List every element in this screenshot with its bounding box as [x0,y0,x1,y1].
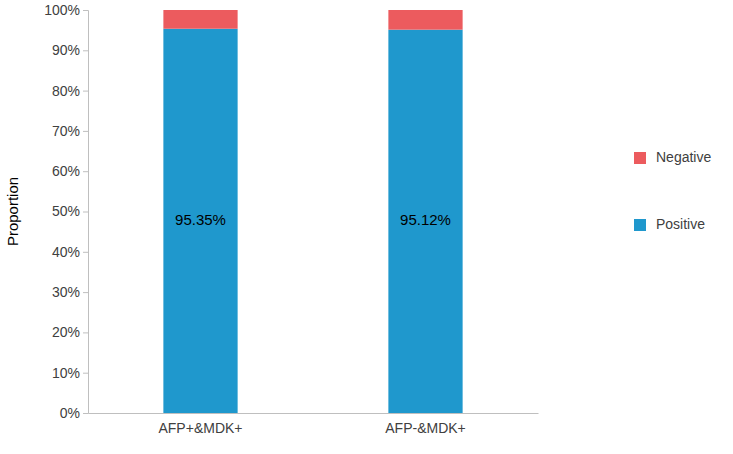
data-label: 95.35% [175,211,226,228]
x-axis: AFP+&MDK+ AFP-&MDK+ [89,414,539,436]
y-tick-label: 10% [52,365,80,381]
y-tick: 50% [52,203,88,219]
y-tick-label: 50% [52,203,80,219]
y-tick-mark [83,252,88,253]
y-tick-mark [83,171,88,172]
legend: Negative Positive [634,149,711,232]
y-tick-label: 90% [52,42,80,58]
y-tick: 30% [52,284,88,300]
x-tick: AFP-&MDK+ [385,420,466,436]
y-tick: 80% [52,83,88,99]
y-tick-mark [83,91,88,92]
x-tick-label: AFP+&MDK+ [158,420,242,436]
y-tick-mark [83,50,88,51]
y-tick: 10% [52,365,88,381]
bar-segment [388,10,462,30]
y-tick: 20% [52,324,88,340]
y-axis-title: Proportion [4,177,21,246]
y-tick: 70% [52,123,88,139]
x-axis-line [89,413,539,414]
y-axis: 0% 10% 20% 30% 40% 50% 60% 70% 80% 90% 100% [44,2,88,421]
y-tick-mark [83,212,88,213]
legend-swatch [634,152,646,164]
y-axis-line [83,11,89,414]
y-tick-mark [83,10,88,11]
y-tick-label: 100% [44,2,80,18]
bar-segment [388,30,462,413]
data-label: 95.12% [400,211,451,228]
legend-swatch [634,219,646,231]
legend-label: Negative [656,149,711,165]
x-tick: AFP+&MDK+ [158,420,242,436]
y-tick-mark [83,373,88,374]
data-labels: 95.35% 95.12% [175,211,451,228]
bar-segment [163,29,237,413]
y-tick-label: 80% [52,83,80,99]
bars [163,10,462,413]
y-tick-mark [83,292,88,293]
chart: 0% 10% 20% 30% 40% 50% 60% 70% 80% 90% 100% AFP+&MD… [0,0,733,454]
y-tick-label: 60% [52,163,80,179]
x-tick-label: AFP-&MDK+ [385,420,466,436]
bar-segment [163,10,237,29]
y-tick-mark [83,332,88,333]
legend-label: Positive [656,216,705,232]
y-tick-label: 40% [52,244,80,260]
y-tick-label: 30% [52,284,80,300]
y-tick: 40% [52,244,88,260]
y-tick: 90% [52,42,88,58]
y-tick-mark [83,413,88,414]
y-tick: 0% [60,405,88,421]
y-tick-label: 70% [52,123,80,139]
y-tick-label: 0% [60,405,80,421]
y-tick-mark [83,131,88,132]
y-tick: 60% [52,163,88,179]
y-tick-label: 20% [52,324,80,340]
y-tick: 100% [44,2,88,18]
